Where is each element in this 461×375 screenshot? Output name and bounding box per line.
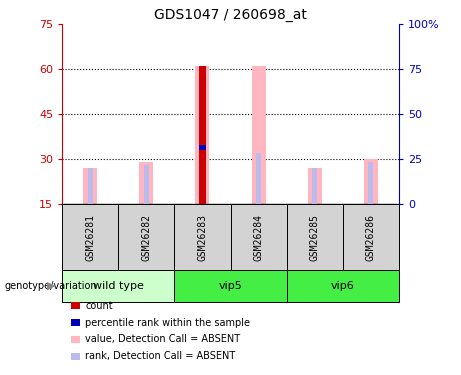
Bar <box>62 270 174 302</box>
Text: GSM26286: GSM26286 <box>366 214 376 261</box>
Bar <box>174 204 230 270</box>
Bar <box>139 162 154 204</box>
Bar <box>287 270 399 302</box>
Text: genotype/variation: genotype/variation <box>5 281 97 291</box>
Bar <box>252 66 266 204</box>
Bar <box>287 204 343 270</box>
Text: GSM26285: GSM26285 <box>310 214 319 261</box>
Bar <box>144 165 148 204</box>
Bar <box>199 145 206 150</box>
Text: rank, Detection Call = ABSENT: rank, Detection Call = ABSENT <box>85 351 236 361</box>
Text: value, Detection Call = ABSENT: value, Detection Call = ABSENT <box>85 334 240 344</box>
Text: GSM26283: GSM26283 <box>197 214 207 261</box>
Bar <box>364 159 378 204</box>
Text: percentile rank within the sample: percentile rank within the sample <box>85 318 250 327</box>
Title: GDS1047 / 260698_at: GDS1047 / 260698_at <box>154 8 307 22</box>
Text: GSM26282: GSM26282 <box>142 214 151 261</box>
Bar <box>230 204 287 270</box>
Bar <box>118 204 174 270</box>
Bar <box>88 168 93 204</box>
Text: GSM26281: GSM26281 <box>85 214 95 261</box>
Bar <box>174 270 287 302</box>
Bar <box>256 153 261 204</box>
Text: vip5: vip5 <box>219 281 242 291</box>
Bar <box>313 168 317 204</box>
Bar <box>195 66 209 204</box>
Bar <box>62 204 118 270</box>
Bar <box>368 162 373 204</box>
Bar <box>343 204 399 270</box>
Bar <box>83 168 97 204</box>
Text: vip6: vip6 <box>331 281 355 291</box>
Bar <box>200 147 205 204</box>
Text: wild type: wild type <box>93 281 144 291</box>
Text: ▶: ▶ <box>47 281 55 291</box>
Text: count: count <box>85 301 113 310</box>
Text: GSM26284: GSM26284 <box>254 214 264 261</box>
Bar <box>307 168 322 204</box>
Bar <box>199 66 206 204</box>
